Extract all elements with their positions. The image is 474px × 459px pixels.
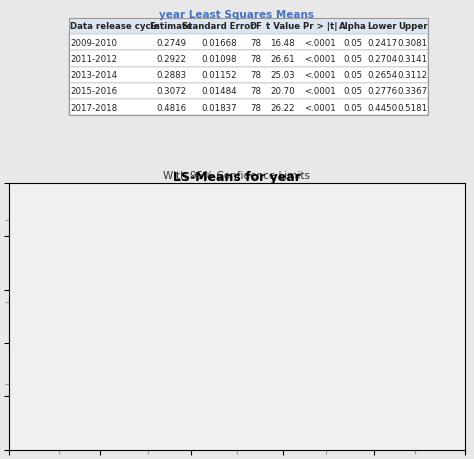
Text: 25.03: 25.03 [271, 71, 295, 80]
Text: 0.01484: 0.01484 [201, 87, 237, 96]
Text: 2017-2018: 2017-2018 [71, 103, 118, 112]
Title: LS-Means for year: LS-Means for year [173, 170, 301, 183]
Text: 0.2654: 0.2654 [367, 71, 397, 80]
Text: Pr > |t|: Pr > |t| [303, 22, 337, 31]
Text: 26.61: 26.61 [271, 55, 295, 64]
Text: 2015-2016: 2015-2016 [71, 87, 118, 96]
Bar [69, 35, 428, 51]
Text: t Value: t Value [266, 22, 300, 31]
Text: 0.4816: 0.4816 [156, 103, 186, 112]
Text: Upper: Upper [398, 22, 428, 31]
Text: 0.3141: 0.3141 [398, 55, 428, 64]
Text: <.0001: <.0001 [304, 39, 336, 48]
Text: Data release cycle: Data release cycle [71, 22, 160, 31]
Text: DF: DF [249, 22, 262, 31]
Text: 0.3112: 0.3112 [398, 71, 428, 80]
Text: 0.01152: 0.01152 [201, 71, 237, 80]
Text: 78: 78 [250, 103, 261, 112]
Text: <.0001: <.0001 [304, 103, 336, 112]
Text: 0.3367: 0.3367 [398, 87, 428, 96]
Text: 0.05: 0.05 [343, 87, 362, 96]
Text: 78: 78 [250, 39, 261, 48]
Text: 0.05: 0.05 [343, 103, 362, 112]
Text: 0.4450: 0.4450 [367, 103, 397, 112]
Text: Lower: Lower [367, 22, 397, 31]
Text: 2013-2014: 2013-2014 [71, 71, 118, 80]
Bar [69, 19, 428, 35]
Text: 2009-2010: 2009-2010 [71, 39, 118, 48]
Text: Standard Error: Standard Error [182, 22, 255, 31]
Text: 0.05: 0.05 [343, 39, 362, 48]
Text: 0.2749: 0.2749 [156, 39, 186, 48]
Text: Alpha: Alpha [339, 22, 366, 31]
Text: year Least Squares Means: year Least Squares Means [159, 11, 315, 20]
Bar [69, 51, 428, 67]
Text: 0.01837: 0.01837 [201, 103, 237, 112]
Text: 0.01668: 0.01668 [201, 39, 237, 48]
Text: 0.2704: 0.2704 [367, 55, 397, 64]
Bar [69, 19, 428, 116]
Text: <.0001: <.0001 [304, 87, 336, 96]
Text: 0.2417: 0.2417 [367, 39, 397, 48]
Text: 0.2883: 0.2883 [156, 71, 186, 80]
Bar [69, 100, 428, 116]
Text: <.0001: <.0001 [304, 55, 336, 64]
Text: 78: 78 [250, 55, 261, 64]
Text: 0.5181: 0.5181 [398, 103, 428, 112]
Text: 0.3072: 0.3072 [156, 87, 186, 96]
Text: 0.05: 0.05 [343, 55, 362, 64]
Text: 78: 78 [250, 87, 261, 96]
Text: With 95% Confidence Limits: With 95% Confidence Limits [164, 171, 310, 180]
Text: 16.48: 16.48 [271, 39, 295, 48]
Text: <.0001: <.0001 [304, 71, 336, 80]
Bar [69, 67, 428, 84]
Text: 0.05: 0.05 [343, 71, 362, 80]
Text: 0.2776: 0.2776 [367, 87, 397, 96]
Text: Estimate: Estimate [150, 22, 192, 31]
Text: 0.3081: 0.3081 [398, 39, 428, 48]
Text: 26.22: 26.22 [271, 103, 295, 112]
Text: 2011-2012: 2011-2012 [71, 55, 118, 64]
Text: 0.2922: 0.2922 [156, 55, 186, 64]
Bar [69, 84, 428, 100]
Text: 0.01098: 0.01098 [201, 55, 237, 64]
Text: 20.70: 20.70 [271, 87, 295, 96]
Text: 78: 78 [250, 71, 261, 80]
